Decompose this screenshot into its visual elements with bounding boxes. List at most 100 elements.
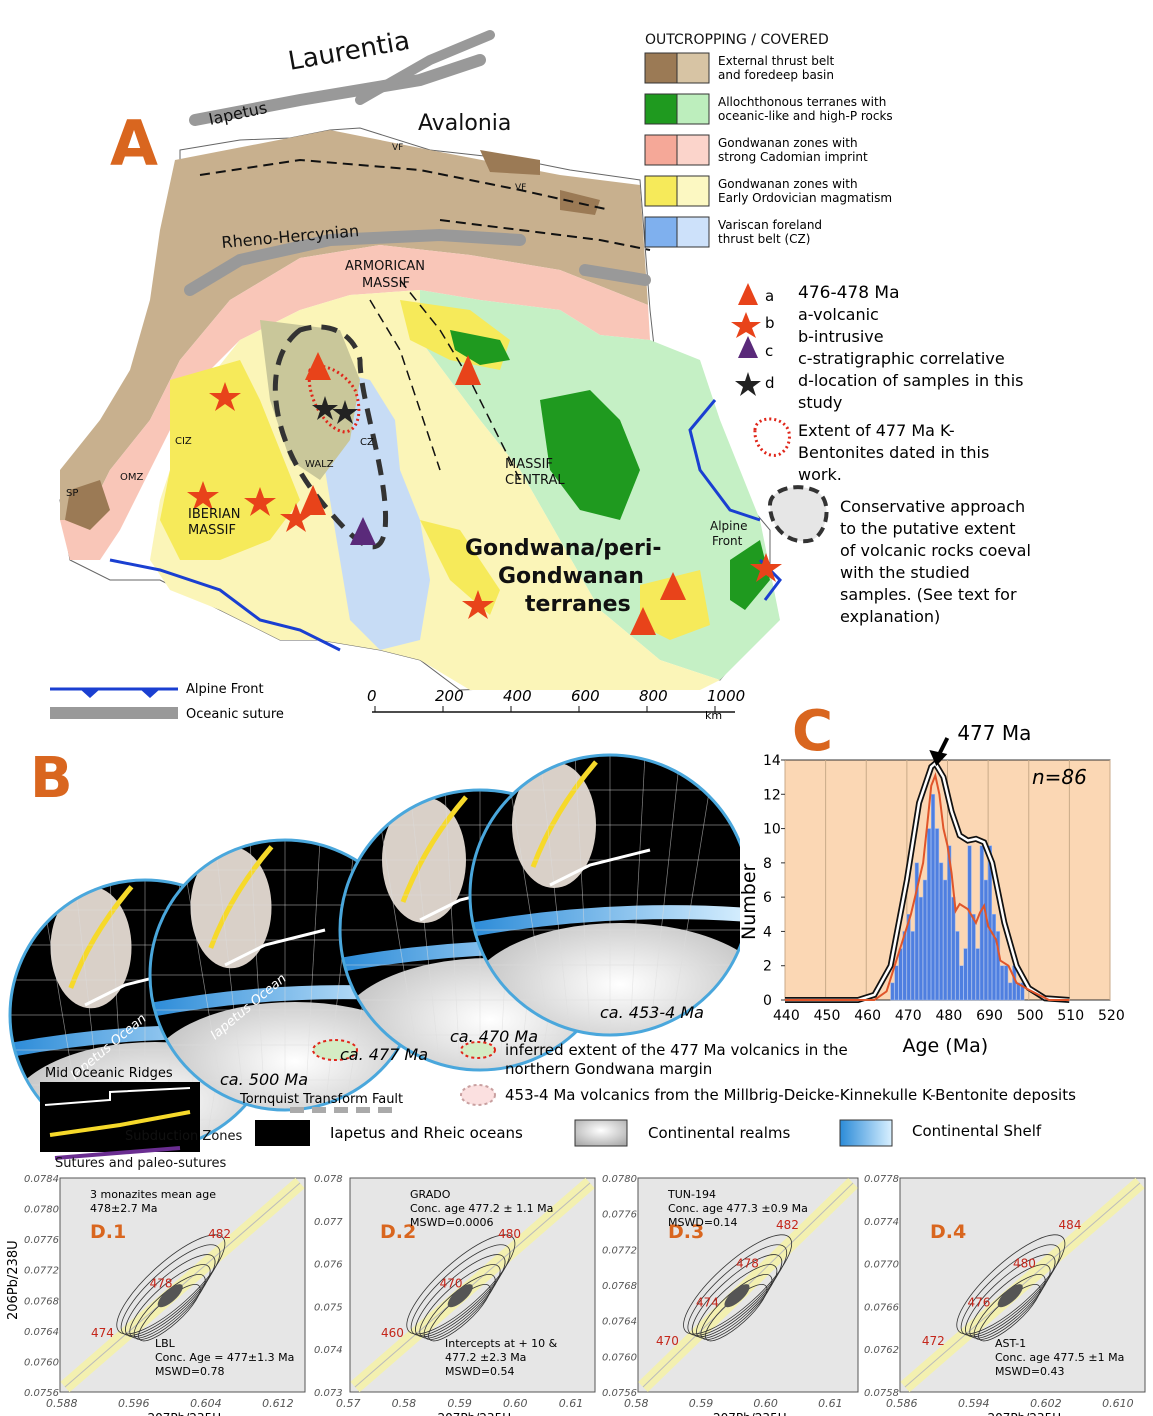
x-tick-label: 460 [854, 1008, 881, 1024]
d-y-tick: 0.077 [314, 1217, 343, 1228]
alpine-front-line [109, 558, 341, 652]
d-y-tick: 0.0762 [864, 1345, 899, 1356]
y-tick-label: 0 [763, 993, 772, 1009]
legend-swatch-covered [676, 175, 710, 207]
legend-swatch-outcropping [644, 93, 678, 125]
d-y-tick: 0.0758 [864, 1388, 899, 1399]
symbol-d-text: d-location of samples in this [798, 371, 1023, 390]
legend-swatch-outcropping [644, 52, 678, 84]
legend-row-label: Allochthonous terranes with [718, 95, 886, 109]
alpine-front-teeth [80, 689, 160, 698]
d-y-tick: 0.075 [314, 1302, 343, 1313]
d-x-tick: 0.61 [818, 1397, 843, 1410]
shelf-legend-box [839, 1119, 893, 1147]
d-panel-tag: D.4 [930, 1221, 966, 1243]
d-xlabel: 207Pb/235U [438, 1411, 512, 1416]
probability-density-curve [785, 761, 1070, 1002]
subduction-zone [68, 885, 134, 989]
error-ellipse [129, 1264, 211, 1339]
error-ellipse [683, 1234, 793, 1335]
histogram-bar [1020, 982, 1025, 1001]
suture-line [54, 1146, 181, 1160]
d-y-tick: 0.073 [314, 1388, 343, 1399]
histogram-bar [890, 982, 895, 1001]
cz-label: CZ [360, 437, 374, 448]
laurentia-suture [355, 30, 495, 105]
concordia-age-tick: 476 [967, 1295, 990, 1309]
alpine-front-legend-label: Alpine Front [186, 682, 264, 697]
legend-row-label: External thrust belt [718, 54, 835, 68]
grey-extent-text-4: with the studied [840, 563, 970, 582]
d-x-tick: 0.594 [958, 1397, 990, 1410]
symbol-d: d [765, 374, 775, 392]
d-y-tick: 0.0774 [864, 1217, 899, 1228]
d-x-tick: 0.58 [624, 1397, 649, 1410]
legend-row-label: strong Cadomian imprint [718, 150, 868, 164]
histogram-bar [906, 914, 911, 1001]
d-y-tick: 0.0780 [602, 1174, 637, 1185]
y-tick-label: 2 [763, 959, 772, 975]
scale-tick-label: 800 [639, 687, 668, 705]
d-x-tick: 0.60 [503, 1397, 527, 1410]
massif-central-green [540, 390, 640, 520]
sutures-label: Sutures and paleo-sutures [55, 1156, 226, 1171]
scale-tick-label: 1000 [707, 687, 745, 705]
green-patch [450, 330, 510, 365]
scale-tick-label: 0 [367, 687, 377, 705]
volcanic-icon [300, 352, 686, 635]
rheic-suture [184, 228, 526, 296]
d-panel-text2: AST-1 [995, 1337, 1026, 1350]
subduction-zone [530, 760, 598, 868]
d-panel-text: MSWD=0.0006 [410, 1216, 494, 1229]
d-x-tick: 0.588 [46, 1397, 78, 1410]
symbol-c-text: c-stratigraphic correlative [798, 349, 1005, 368]
panel-b-letter: B [30, 746, 73, 811]
d-y-tick: 0.0766 [864, 1302, 899, 1313]
mid-ocean-ridge [549, 848, 651, 887]
histogram-bar [894, 965, 899, 1001]
panel-a: A [50, 26, 1031, 722]
globe [468, 753, 740, 1037]
error-ellipse [969, 1264, 1051, 1339]
omz-label: OMZ [120, 472, 143, 483]
thrust-line [199, 158, 611, 211]
d-y-tick: 0.0776 [602, 1210, 637, 1221]
error-ellipse [116, 1234, 226, 1335]
intrusive-legend-icon [731, 312, 761, 338]
y-tick-label: 14 [763, 753, 781, 769]
armorican-label-2: MASSIF [362, 276, 410, 291]
globe-age-470: ca. 470 Ma [450, 1027, 538, 1046]
concordia-line [904, 1182, 1141, 1388]
y-tick-label: 6 [763, 890, 772, 906]
histogram-bar [914, 862, 919, 1001]
symbol-c: c [765, 342, 773, 360]
legend-swatch-outcropping [644, 134, 678, 166]
x-tick-label: 450 [814, 1008, 841, 1024]
massif-central-label: MASSIF [505, 457, 553, 472]
red-extent-text-3: work. [798, 465, 842, 484]
legend-row-label: and foredeep basin [718, 68, 834, 82]
x-axis-label: Age (Ma) [903, 1035, 989, 1057]
error-ellipse [960, 1244, 1061, 1336]
histogram-bar [935, 828, 940, 1001]
d-x-tick: 0.602 [1030, 1397, 1062, 1410]
volcanic-legend-icon [738, 283, 758, 305]
histogram-bar [996, 931, 1001, 1001]
concordia-age-tick: 472 [922, 1334, 945, 1348]
histogram-bar [931, 794, 936, 1001]
d-y-tick: 0.0768 [602, 1281, 637, 1292]
error-ellipse [956, 1234, 1066, 1335]
histogram-bar [1008, 982, 1013, 1001]
d-y-tick: 0.0768 [24, 1296, 59, 1307]
concordia-age-tick: 474 [696, 1295, 719, 1309]
d-panel-text: TUN-194 [667, 1188, 716, 1201]
d-y-tick: 0.0772 [602, 1245, 637, 1256]
d-xlabel: 207Pb/235U [148, 1411, 222, 1416]
histogram-bar [922, 879, 927, 1001]
inferred-extent-icon [460, 1041, 496, 1059]
shelf-label: Continental Shelf [912, 1122, 1042, 1140]
sp-label: SP [66, 488, 78, 499]
grey-extent-text-2: to the putative extent [840, 519, 1016, 538]
red-extent-text: Extent of 477 Ma K- [798, 421, 955, 440]
legend-row-label: Gondwanan zones with [718, 136, 858, 150]
